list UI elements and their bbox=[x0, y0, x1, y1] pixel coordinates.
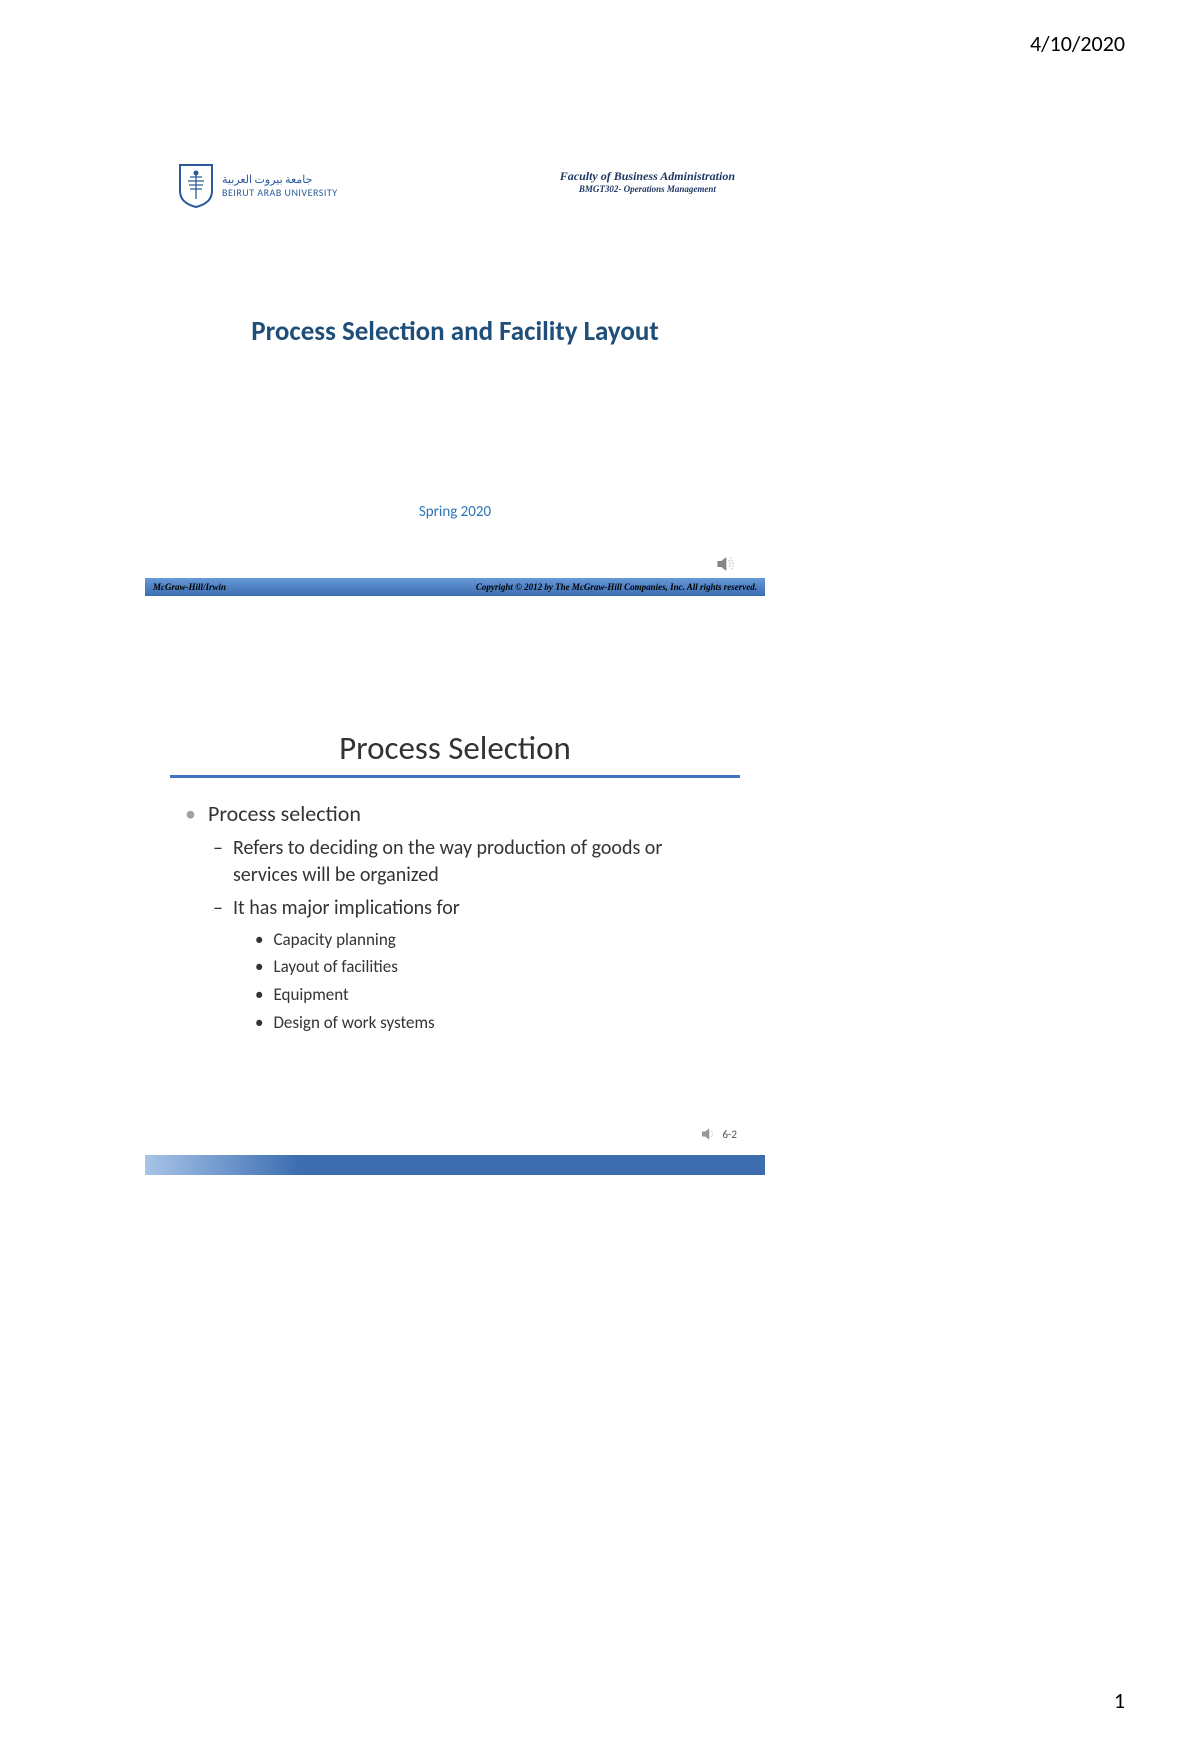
faculty-info: Faculty of Business Administration BMGT3… bbox=[560, 169, 735, 194]
bullet-marker: • bbox=[255, 955, 263, 979]
page-date: 4/10/2020 bbox=[1030, 30, 1125, 57]
bullet-text: Capacity planning bbox=[273, 928, 395, 952]
bullet-level3: • Equipment bbox=[255, 983, 725, 1007]
bullet-level2: – It has major implications for bbox=[213, 895, 725, 922]
bullet-text: Refers to deciding on the way production… bbox=[233, 835, 725, 889]
slide2-footer-bar bbox=[145, 1155, 765, 1175]
bullet-marker: • bbox=[255, 1011, 263, 1035]
bullet-level3: • Layout of facilities bbox=[255, 955, 725, 979]
page-number: 1 bbox=[1114, 1687, 1125, 1714]
speaker-icon bbox=[700, 1125, 718, 1143]
semester: Spring 2020 bbox=[145, 503, 765, 521]
bullet-level3: • Design of work systems bbox=[255, 1011, 725, 1035]
bullet-marker: • bbox=[185, 800, 196, 829]
logo-english: BEIRUT ARAB UNIVERSITY bbox=[222, 187, 338, 199]
bullet-text: It has major implications for bbox=[233, 895, 460, 922]
bullet-text: Process selection bbox=[208, 800, 361, 829]
course-title: BMGT302- Operations Management bbox=[560, 184, 735, 194]
bullet-text: Equipment bbox=[273, 983, 348, 1007]
shield-icon bbox=[178, 163, 214, 209]
bullet-text: Layout of facilities bbox=[273, 955, 397, 979]
faculty-title: Faculty of Business Administration bbox=[560, 169, 735, 184]
bullet-level1: • Process selection bbox=[185, 800, 725, 829]
bullet-level3: • Capacity planning bbox=[255, 928, 725, 952]
slide2-title: Process Selection bbox=[145, 728, 765, 768]
university-logo: جامعة بيروت العربية BEIRUT ARAB UNIVERSI… bbox=[178, 163, 338, 209]
slide1-footer-bar: McGraw-Hill/Irwin Copyright © 2012 by Th… bbox=[145, 578, 765, 596]
slide1-title: Process Selection and Facility Layout bbox=[145, 315, 765, 348]
bullet-marker: • bbox=[255, 928, 263, 952]
bullet-marker: – bbox=[213, 895, 223, 922]
bullet-text: Design of work systems bbox=[273, 1011, 434, 1035]
bullet-marker: – bbox=[213, 835, 223, 889]
footer-left: McGraw-Hill/Irwin bbox=[153, 582, 226, 592]
logo-arabic: جامعة بيروت العربية bbox=[222, 173, 338, 186]
slide-number: 6-2 bbox=[722, 1128, 737, 1141]
bullet-marker: • bbox=[255, 983, 263, 1007]
speaker-icon bbox=[715, 553, 737, 580]
slide-number-badge: 6-2 bbox=[700, 1125, 737, 1143]
slide-1: جامعة بيروت العربية BEIRUT ARAB UNIVERSI… bbox=[145, 145, 765, 610]
bullet-level2: – Refers to deciding on the way producti… bbox=[213, 835, 725, 889]
slide2-content: • Process selection – Refers to deciding… bbox=[185, 800, 725, 1039]
title-underline bbox=[170, 775, 740, 778]
slide-2: Process Selection • Process selection – … bbox=[145, 710, 765, 1175]
logo-text: جامعة بيروت العربية BEIRUT ARAB UNIVERSI… bbox=[222, 173, 338, 198]
footer-right: Copyright © 2012 by The McGraw-Hill Comp… bbox=[476, 582, 757, 592]
